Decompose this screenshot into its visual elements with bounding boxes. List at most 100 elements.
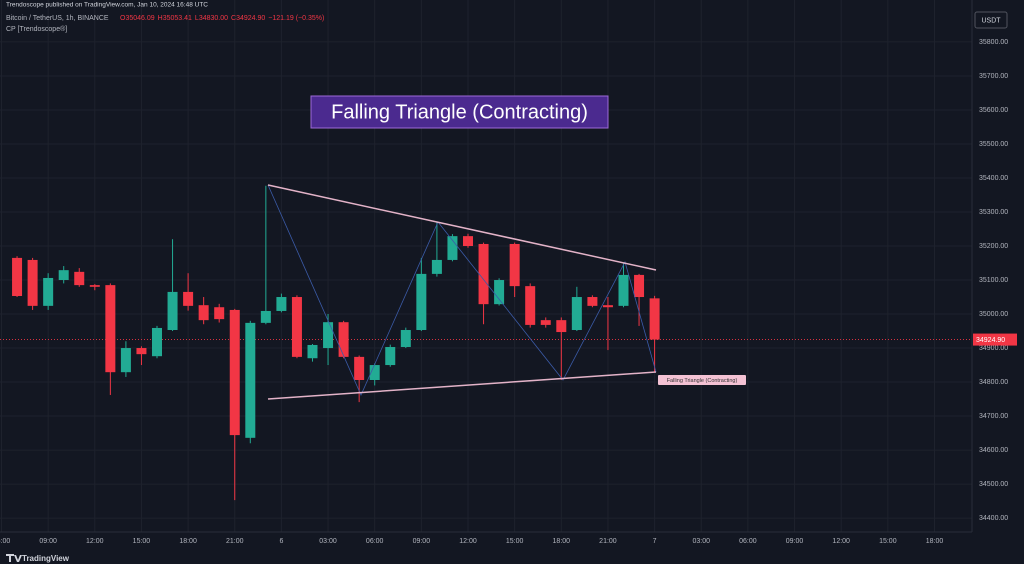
y-tick-label: 34800.00 [979, 379, 1008, 386]
candles [12, 185, 660, 501]
x-tick-label: 12:00 [86, 538, 104, 545]
candle-body [509, 243, 520, 287]
pattern-title-box [310, 95, 609, 129]
x-tick-label: 09:00 [786, 538, 804, 545]
candle-body [323, 322, 334, 349]
zigzag [267, 184, 657, 396]
x-tick-label: 09:00 [413, 538, 431, 545]
ohlc-legend: O35046.09 H35053.41 L34830.00 C34924.90 −121… [120, 15, 324, 22]
candle-body [74, 271, 85, 286]
y-tick-label: 35800.00 [979, 39, 1008, 46]
indicator: CP [Trendoscope®] [6, 25, 67, 33]
x-tick-label: 03:00 [692, 538, 710, 545]
symbol: Bitcoin / TetherUS, 1h, BINANCE [6, 15, 109, 22]
candle-body [587, 297, 598, 306]
y-tick-label: 34400.00 [979, 515, 1008, 522]
candle-body [27, 259, 38, 306]
footer-brand: TradingView [22, 554, 70, 563]
x-tick-label: 15:00 [133, 538, 151, 545]
candle-body [338, 322, 349, 357]
candle-body [120, 348, 131, 373]
candle-body [431, 259, 442, 274]
candle-body [105, 285, 116, 373]
candle-body [260, 310, 271, 323]
x-tick-label: 06:00 [0, 538, 10, 545]
x-tick-label: 15:00 [879, 538, 897, 545]
footer-logo [6, 554, 22, 562]
x-tick-label: 06:00 [366, 538, 384, 545]
y-tick-label: 35200.00 [979, 243, 1008, 250]
y-tick-label: 34600.00 [979, 447, 1008, 454]
x-tick-label: 18:00 [179, 538, 197, 545]
pattern-tag: Falling Triangle (Contracting) [667, 378, 738, 384]
y-tick-label: 35700.00 [979, 73, 1008, 80]
ohlc-item: H35053.41 [158, 15, 192, 22]
candle-body [43, 277, 54, 306]
candle-body [494, 280, 505, 305]
last-price-label: 34924.90 [976, 337, 1005, 344]
candle-body [618, 274, 629, 306]
y-tick-label: 34700.00 [979, 413, 1008, 420]
candle-body [214, 307, 225, 320]
candle-body [478, 243, 489, 305]
candle-body [276, 297, 287, 311]
x-tick-label: 21:00 [226, 538, 244, 545]
candle-body [463, 236, 473, 247]
candle-body [291, 297, 302, 357]
candle-body [602, 305, 613, 308]
candle-body [183, 291, 194, 306]
candle-body [634, 274, 645, 298]
candle-body [229, 309, 240, 436]
candle-body [447, 236, 458, 260]
x-tick-label: 6 [279, 538, 283, 545]
candle-body [369, 365, 380, 381]
y-tick-label: 34900.00 [979, 345, 1008, 352]
candle-body [556, 320, 567, 333]
candle-body [354, 356, 365, 381]
lower-trendline [267, 371, 657, 400]
publisher: Trendoscope published on TradingView.com… [6, 2, 208, 9]
x-tick-label: 03:00 [319, 538, 337, 545]
y-tick-label: 35400.00 [979, 175, 1008, 182]
candle-body [307, 344, 318, 359]
x-tick-label: 21:00 [599, 538, 617, 545]
ohlc-item: O35046.09 [120, 15, 155, 22]
x-tick-label: 12:00 [832, 538, 850, 545]
candle-body [12, 257, 23, 296]
x-tick-label: 18:00 [926, 538, 944, 545]
ohlc-item: −121.19 (−0.35%) [268, 15, 324, 22]
candle-body [525, 286, 536, 325]
candle-body [649, 298, 660, 340]
candle-body [136, 348, 147, 355]
candle-body [540, 320, 551, 325]
candle-body [152, 327, 162, 357]
y-tick-label: 35100.00 [979, 277, 1008, 284]
candle-body [89, 285, 100, 287]
candle-body [400, 330, 411, 348]
candle-body [416, 273, 427, 331]
candle-body [198, 305, 209, 321]
x-tick-label: 06:00 [739, 538, 757, 545]
x-tick-label: 15:00 [506, 538, 524, 545]
x-tick-label: 7 [653, 538, 657, 545]
x-tick-label: 09:00 [39, 538, 57, 545]
pattern-title: Falling Triangle (Contracting) [331, 101, 588, 123]
y-tick-label: 35600.00 [979, 107, 1008, 114]
x-tick-label: 18:00 [553, 538, 571, 545]
x-tick-label: 12:00 [459, 538, 477, 545]
candle-body [385, 347, 396, 366]
pattern-tag-box [658, 375, 746, 385]
ohlc-item: L34830.00 [195, 15, 228, 22]
y-tick-label: 34500.00 [979, 481, 1008, 488]
y-tick-label: 35500.00 [979, 141, 1008, 148]
ohlc-item: C34924.90 [231, 15, 265, 22]
y-tick-label: 35300.00 [979, 209, 1008, 216]
currency-button[interactable] [974, 11, 1008, 29]
last-price-tag [973, 333, 1017, 346]
candle-body [58, 270, 69, 281]
currency[interactable]: USDT [981, 17, 1001, 24]
candle-body [245, 322, 256, 438]
y-tick-label: 35000.00 [979, 311, 1008, 318]
candle-body [167, 291, 178, 331]
